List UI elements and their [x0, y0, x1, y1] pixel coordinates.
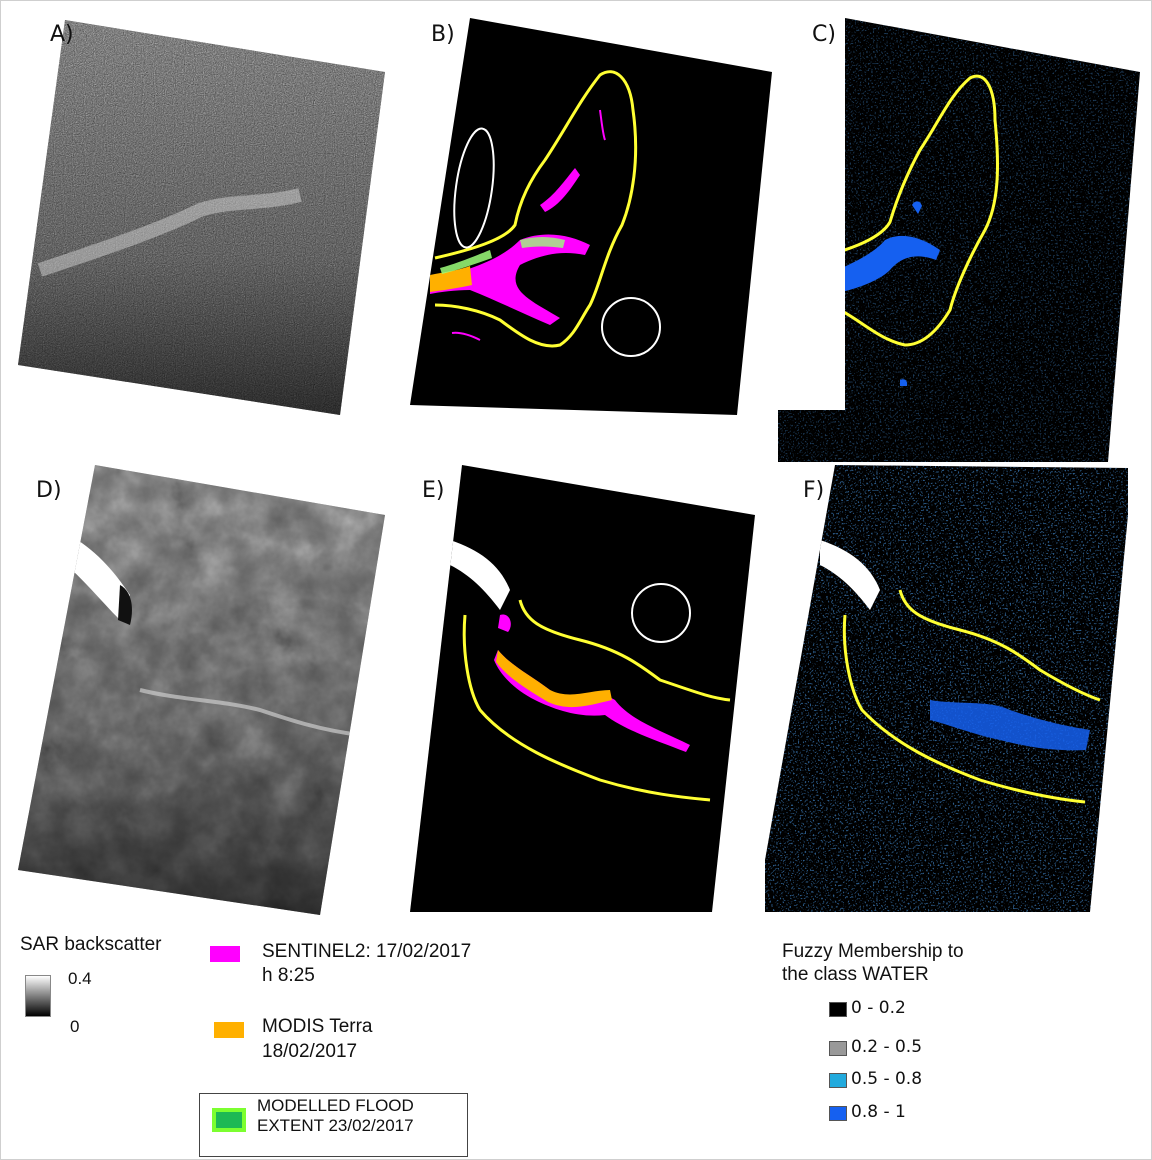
fuzzy-swatch-3	[829, 1106, 847, 1121]
panel-a-sar-image	[18, 20, 385, 415]
sentinel2-label-line1: SENTINEL2: 17/02/2017	[262, 941, 472, 962]
panel-c-fuzzy-map	[778, 18, 1140, 462]
modelled-flood-label-line2: EXTENT 23/02/2017	[257, 1116, 414, 1135]
modelled-flood-legend-box	[199, 1093, 468, 1157]
panel-e-flood-map	[410, 465, 755, 912]
sar-legend-max: 0.4	[68, 969, 92, 988]
panel-d-sar-image	[18, 465, 385, 915]
panel-label-e: E)	[422, 478, 445, 503]
fuzzy-class-3: 0.8 - 1	[851, 1102, 906, 1122]
fuzzy-swatch-2	[829, 1073, 847, 1088]
fuzzy-swatch-0	[829, 1002, 847, 1017]
sar-gradient-bar	[25, 975, 51, 1017]
fuzzy-legend-title-line1: Fuzzy Membership to	[782, 941, 964, 962]
sentinel2-swatch	[210, 946, 240, 962]
modis-label-line1: MODIS Terra	[262, 1016, 373, 1037]
fuzzy-class-0: 0 - 0.2	[851, 998, 906, 1018]
fuzzy-legend-title-line2: the class WATER	[782, 964, 929, 985]
panel-label-d: D)	[36, 478, 62, 503]
modis-swatch	[214, 1022, 244, 1038]
fuzzy-swatch-1	[829, 1041, 847, 1056]
modelled-flood-swatch	[212, 1108, 246, 1132]
sar-legend-title: SAR backscatter	[20, 934, 162, 955]
modis-label-line2: 18/02/2017	[262, 1041, 358, 1062]
panel-f-fuzzy-map	[765, 465, 1128, 912]
panel-label-b: B)	[431, 22, 455, 47]
panel-label-a: A)	[50, 22, 74, 47]
fuzzy-class-2: 0.5 - 0.8	[851, 1069, 923, 1089]
modelled-flood-label-line1: MODELLED FLOOD	[257, 1096, 414, 1115]
sar-legend-min: 0	[70, 1017, 80, 1036]
panel-label-c: C)	[812, 22, 836, 47]
panel-b-flood-map	[410, 18, 772, 415]
fuzzy-class-1: 0.2 - 0.5	[851, 1037, 923, 1057]
sentinel2-label-line2: h 8:25	[262, 965, 315, 986]
panel-label-f: F)	[803, 478, 825, 503]
